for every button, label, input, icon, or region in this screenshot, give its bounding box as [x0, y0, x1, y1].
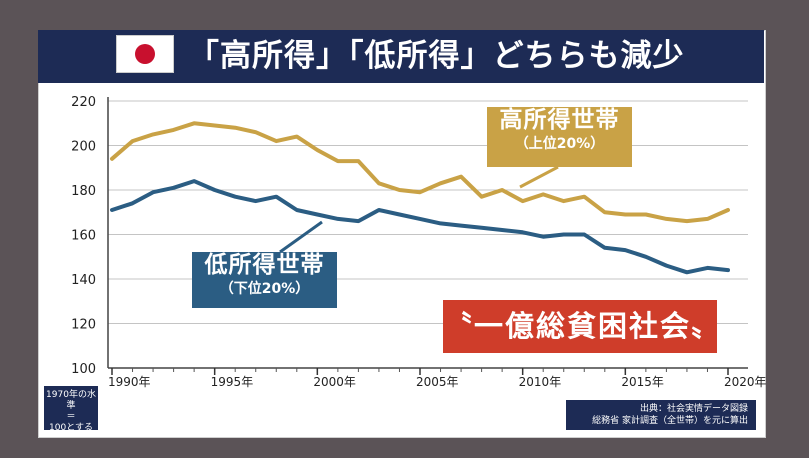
source-note: 出典：社会実情データ図録 総務省 家計調査（全世帯）を元に算出 [566, 400, 756, 430]
title-bar: 「高所得」「低所得」どちらも減少 [38, 30, 764, 83]
x-tick-label: 2000年 [313, 375, 356, 389]
x-tick-label: 2005年 [416, 375, 459, 389]
y-tick-label: 100 [71, 362, 96, 377]
y-tick-label: 180 [71, 184, 96, 199]
y-tick-label: 200 [71, 140, 96, 155]
low-income-pointer [279, 220, 323, 254]
flag-sun [135, 44, 155, 64]
low-income-label: 低所得世帯 （下位20%） [192, 252, 337, 308]
baseline-note-line2: ＝ [66, 412, 76, 422]
baseline-note-line1: 1970年の水準 [46, 390, 96, 411]
baseline-note: 1970年の水準 ＝ 100とする [44, 386, 98, 433]
low-income-label-main: 低所得世帯 [204, 252, 325, 278]
low-income-label-sub: （下位20%） [219, 281, 310, 298]
chart-title: 「高所得」「低所得」どちらも減少 [188, 38, 685, 74]
x-tick-label: 2015年 [621, 375, 664, 389]
series-line-low-income [110, 179, 730, 275]
high-income-label-sub: （上位20%） [514, 136, 605, 153]
x-tick-label: 2010年 [519, 375, 562, 389]
y-tick-label: 120 [71, 318, 96, 333]
y-tick-label: 140 [71, 273, 96, 288]
headline-badge: 〝一億総貧困社会〟 [443, 300, 720, 353]
japan-flag-icon [116, 35, 174, 73]
x-tick-label: 1995年 [211, 375, 254, 389]
y-tick-label: 220 [71, 95, 96, 110]
x-tick-label: 2020年 [724, 375, 767, 389]
baseline-note-line3: 100とする [49, 423, 93, 433]
source-note-line1: 出典：社会実情データ図録 [639, 404, 748, 414]
high-income-label: 高所得世帯 （上位20%） [487, 107, 632, 167]
high-income-pointer [519, 165, 559, 189]
x-tick-label: 1990年 [108, 375, 151, 389]
high-income-label-main: 高所得世帯 [499, 107, 620, 133]
series-line-high-income [110, 121, 730, 224]
y-tick-label: 160 [71, 229, 96, 244]
source-note-line2: 総務省 家計調査（全世帯）を元に算出 [592, 416, 748, 426]
